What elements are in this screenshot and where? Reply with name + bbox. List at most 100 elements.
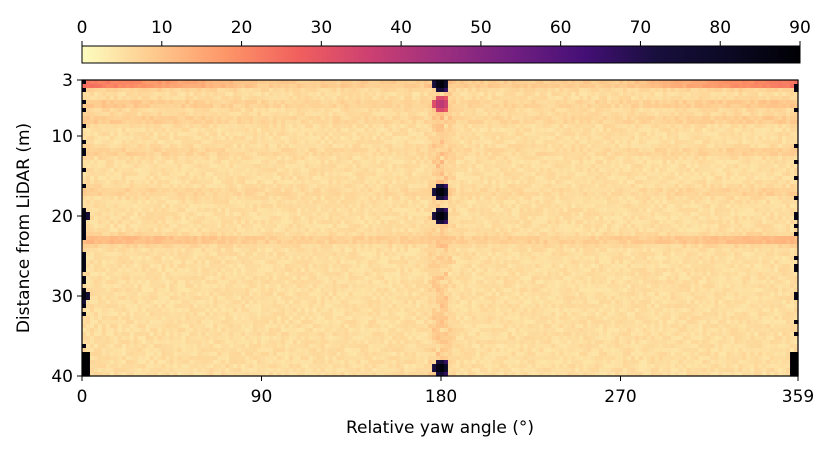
heatmap-cell — [317, 172, 322, 177]
heatmap-cell — [134, 84, 139, 89]
heatmap-cell — [241, 152, 246, 157]
heatmap-cell — [110, 140, 115, 145]
heatmap-cell — [345, 136, 350, 141]
heatmap-cell — [691, 156, 696, 161]
heatmap-cell — [166, 128, 171, 133]
heatmap-cell — [655, 108, 660, 113]
heatmap-cell — [337, 112, 342, 117]
heatmap-cell — [734, 156, 739, 161]
heatmap-cell — [94, 172, 99, 177]
heatmap-cell — [635, 124, 640, 129]
heatmap-cell — [726, 96, 731, 101]
heatmap-cell — [98, 160, 103, 165]
heatmap-cell — [352, 124, 357, 129]
heatmap-cell — [305, 116, 310, 121]
heatmap-cell — [364, 84, 369, 89]
heatmap-cell — [663, 144, 668, 149]
heatmap-cell — [229, 188, 234, 193]
heatmap-cell — [321, 160, 326, 165]
heatmap-cell — [647, 96, 652, 101]
heatmap-cell — [98, 184, 103, 189]
heatmap-cell — [197, 144, 202, 149]
heatmap-cell — [118, 80, 123, 85]
heatmap-cell — [547, 84, 552, 89]
heatmap-cell — [516, 156, 521, 161]
heatmap-cell — [611, 88, 616, 93]
heatmap-cell — [699, 88, 704, 93]
heatmap-cell — [639, 112, 644, 117]
heatmap-cell — [321, 84, 326, 89]
heatmap-cell — [217, 92, 222, 97]
heatmap-cell — [432, 112, 437, 117]
heatmap-cell — [722, 144, 727, 149]
heatmap-cell — [297, 140, 302, 145]
heatmap-cell — [643, 184, 648, 189]
heatmap-cell — [170, 92, 175, 97]
heatmap-cell — [750, 160, 755, 165]
heatmap-cell — [516, 116, 521, 121]
heatmap-cell — [166, 136, 171, 141]
heatmap-cell — [352, 184, 357, 189]
heatmap-cell — [289, 116, 294, 121]
heatmap-cell — [603, 164, 608, 169]
heatmap-cell — [325, 80, 330, 85]
heatmap-cell — [722, 152, 727, 157]
heatmap-cell — [444, 184, 449, 189]
heatmap-cell — [388, 132, 393, 137]
heatmap-cell — [301, 88, 306, 93]
heatmap-cell — [261, 108, 266, 113]
heatmap-cell — [746, 180, 751, 185]
heatmap-cell — [730, 128, 735, 133]
heatmap-cell — [774, 92, 779, 97]
heatmap-cell — [329, 112, 334, 117]
heatmap-cell — [551, 164, 556, 169]
heatmap-cell — [349, 144, 354, 149]
heatmap-cell — [396, 96, 401, 101]
heatmap-cell — [313, 172, 318, 177]
heatmap-cell — [611, 80, 616, 85]
heatmap-cell — [325, 132, 330, 137]
heatmap-cell — [114, 120, 119, 125]
heatmap-cell — [746, 164, 751, 169]
heatmap-cell — [261, 112, 266, 117]
heatmap-cell — [500, 148, 505, 153]
heatmap-cell — [273, 112, 278, 117]
heatmap-cell — [118, 152, 123, 157]
heatmap-cell — [468, 80, 473, 85]
heatmap-cell — [500, 160, 505, 165]
heatmap-cell — [563, 132, 568, 137]
heatmap-cell — [436, 164, 441, 169]
heatmap-cell — [766, 148, 771, 153]
heatmap-cell — [631, 184, 636, 189]
heatmap-cell — [380, 164, 385, 169]
heatmap-cell — [110, 100, 115, 105]
heatmap-cell — [229, 168, 234, 173]
heatmap-cell — [146, 160, 151, 165]
heatmap-cell — [714, 140, 719, 145]
heatmap-cell — [317, 132, 322, 137]
heatmap-cell — [229, 180, 234, 185]
heatmap-cell — [416, 148, 421, 153]
heatmap-cell — [639, 120, 644, 125]
heatmap-cell — [138, 184, 143, 189]
heatmap-cell — [380, 124, 385, 129]
heatmap-cell — [504, 104, 509, 109]
heatmap-cell — [185, 152, 190, 157]
heatmap-cell — [587, 180, 592, 185]
heatmap-cell — [82, 172, 87, 177]
heatmap-cell — [480, 132, 485, 137]
heatmap-cell — [524, 124, 529, 129]
heatmap-cell — [201, 144, 206, 149]
heatmap-cell — [444, 120, 449, 125]
heatmap-cell — [404, 144, 409, 149]
heatmap-cell — [512, 108, 517, 113]
heatmap-cell — [587, 104, 592, 109]
heatmap-cell — [408, 176, 413, 181]
heatmap-cell — [173, 164, 178, 169]
heatmap-cell — [726, 124, 731, 129]
heatmap-cell — [217, 100, 222, 105]
heatmap-cell — [535, 132, 540, 137]
heatmap-cell — [225, 156, 230, 161]
heatmap-cell — [245, 96, 250, 101]
heatmap-cell — [512, 88, 517, 93]
